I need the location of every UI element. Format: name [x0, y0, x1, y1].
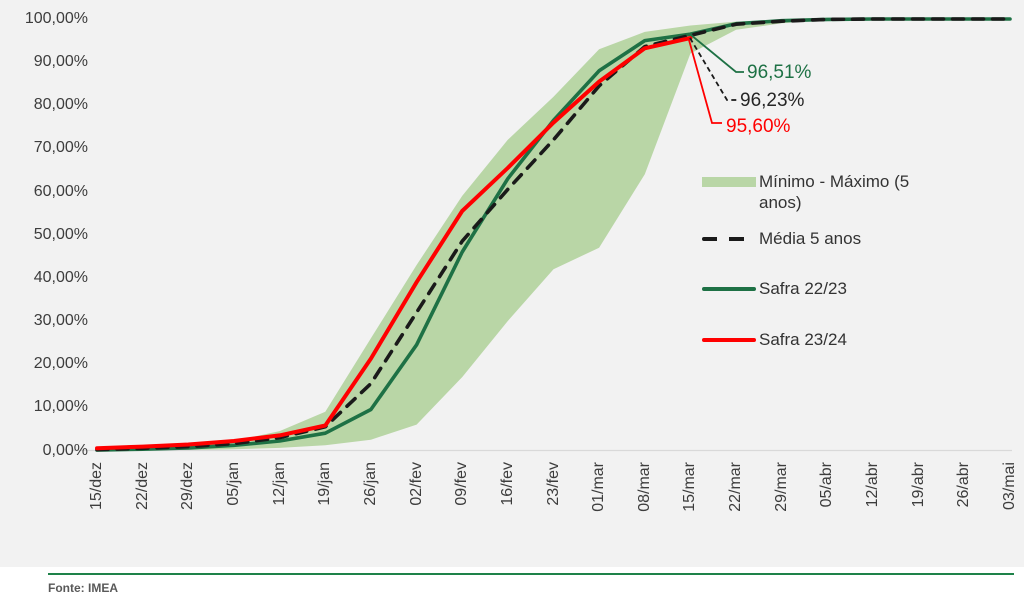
media-5-anos-line — [95, 17, 1012, 452]
y-axis-label: 50,00% — [33, 225, 88, 243]
legend-item-safra-23-24: Safra 23/24 — [702, 329, 847, 350]
footer-divider — [48, 573, 1014, 575]
x-axis-label: 05/abr — [818, 462, 836, 508]
legend-label: Safra 22/23 — [759, 279, 847, 298]
x-axis-label: 19/abr — [909, 462, 927, 508]
y-axis-label: 100,00% — [24, 10, 88, 27]
y-axis-label: 10,00% — [33, 398, 88, 416]
y-axis-label: 40,00% — [33, 268, 88, 286]
end-label-safra-22-23: 96,51% — [747, 62, 812, 83]
x-axis-label: 23/fev — [544, 462, 562, 506]
y-axis-label: 30,00% — [33, 312, 88, 330]
x-axis-label: 22/dez — [133, 462, 151, 511]
green-line-swatch-icon — [702, 287, 756, 291]
leader-media-5-anos — [689, 37, 737, 101]
end-label-safra-23-24: 95,60% — [726, 116, 791, 137]
plot-canvas — [72, 17, 1012, 452]
y-axis-label: 20,00% — [33, 355, 88, 373]
legend-label: Média 5 anos — [759, 229, 862, 248]
safra-23-24-line — [95, 36, 693, 451]
y-axis-label: 0,00% — [42, 441, 88, 459]
leader-safra-22-23 — [690, 34, 744, 73]
dashed-line-swatch-icon — [702, 237, 756, 241]
min-max-band — [97, 19, 1010, 451]
x-axis-label: 01/mar — [590, 462, 608, 512]
x-axis-label: 09/fev — [453, 462, 471, 506]
chart-area: 0,00% 10,00% 20,00% 30,00% 40,00% 50,00% 60,00… — [0, 0, 1024, 567]
legend-label: Mínimo - Máximo (5 anos) — [759, 172, 910, 212]
y-axis-label: 70,00% — [33, 139, 88, 157]
end-label-media-5-anos: 96,23% — [740, 90, 805, 111]
x-axis-label: 26/abr — [955, 462, 973, 508]
y-axis-label: 80,00% — [33, 96, 88, 114]
legend-label: Safra 23/24 — [759, 330, 847, 349]
x-axis-label: 19/jan — [316, 462, 334, 506]
x-axis-label: 15/dez — [88, 462, 105, 511]
x-axis-label: 08/mar — [635, 462, 653, 512]
y-axis-label: 90,00% — [33, 53, 88, 71]
red-line-swatch-icon — [702, 338, 756, 342]
y-axis-label: 60,00% — [33, 182, 88, 200]
x-axis-label: 29/dez — [179, 462, 197, 511]
x-axis-label: 05/jan — [224, 462, 242, 506]
x-axis-label: 02/fev — [407, 462, 425, 506]
x-axis-label: 22/mar — [727, 462, 745, 512]
x-axis-label: 15/mar — [681, 462, 699, 512]
band-swatch-icon — [702, 177, 756, 187]
legend-item-media: Média 5 anos — [702, 228, 861, 249]
x-axis-label: 12/jan — [270, 462, 288, 506]
legend-item-safra-22-23: Safra 22/23 — [702, 278, 847, 299]
x-axis-label: 03/mai — [1001, 462, 1018, 511]
leader-safra-23-24 — [688, 39, 722, 124]
x-axis-label: 16/fev — [498, 462, 516, 506]
legend-item-min-max: Mínimo - Máximo (5 anos) — [702, 171, 944, 213]
source-caption: Fonte: IMEA — [48, 581, 118, 595]
x-axis-label: 26/jan — [361, 462, 379, 506]
x-axis-label: 29/mar — [772, 462, 790, 512]
x-axis-label: 12/abr — [864, 462, 882, 508]
